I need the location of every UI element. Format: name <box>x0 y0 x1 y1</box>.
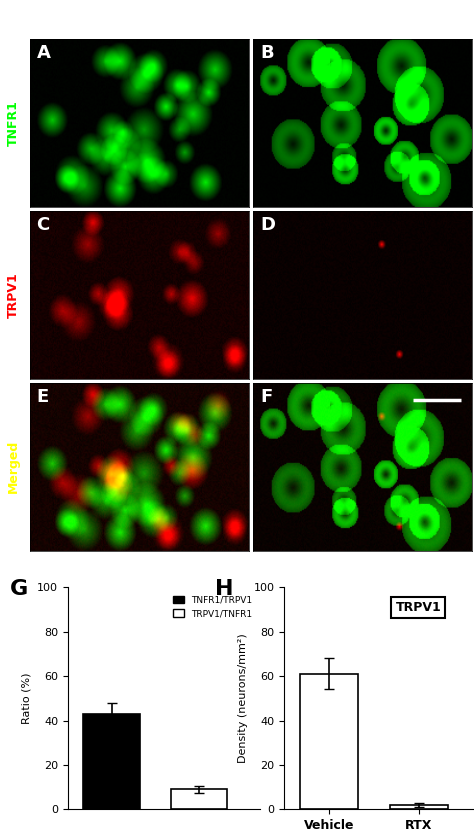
Text: D: D <box>260 216 275 234</box>
Text: B: B <box>260 44 273 62</box>
Text: Vehicle: Vehicle <box>109 17 172 32</box>
Text: TNFR1: TNFR1 <box>7 100 20 146</box>
Text: E: E <box>36 388 49 406</box>
Text: A: A <box>36 44 50 62</box>
Text: TRPV1: TRPV1 <box>395 601 441 614</box>
Bar <box>300 674 358 809</box>
Bar <box>83 714 140 809</box>
Y-axis label: Density (neurons/mm²): Density (neurons/mm²) <box>238 633 248 764</box>
Text: F: F <box>260 388 272 406</box>
Text: TRPV1: TRPV1 <box>7 272 20 318</box>
Text: H: H <box>216 579 234 598</box>
Y-axis label: Ratio (%): Ratio (%) <box>22 672 32 724</box>
Bar <box>390 805 448 809</box>
Text: RTX: RTX <box>345 17 378 32</box>
Bar <box>171 789 228 809</box>
Text: G: G <box>10 579 28 598</box>
Text: C: C <box>36 216 50 234</box>
Legend: TNFR1/TRPV1, TRPV1/TNFR1: TNFR1/TRPV1, TRPV1/TNFR1 <box>169 592 255 622</box>
Text: Merged: Merged <box>7 440 20 494</box>
